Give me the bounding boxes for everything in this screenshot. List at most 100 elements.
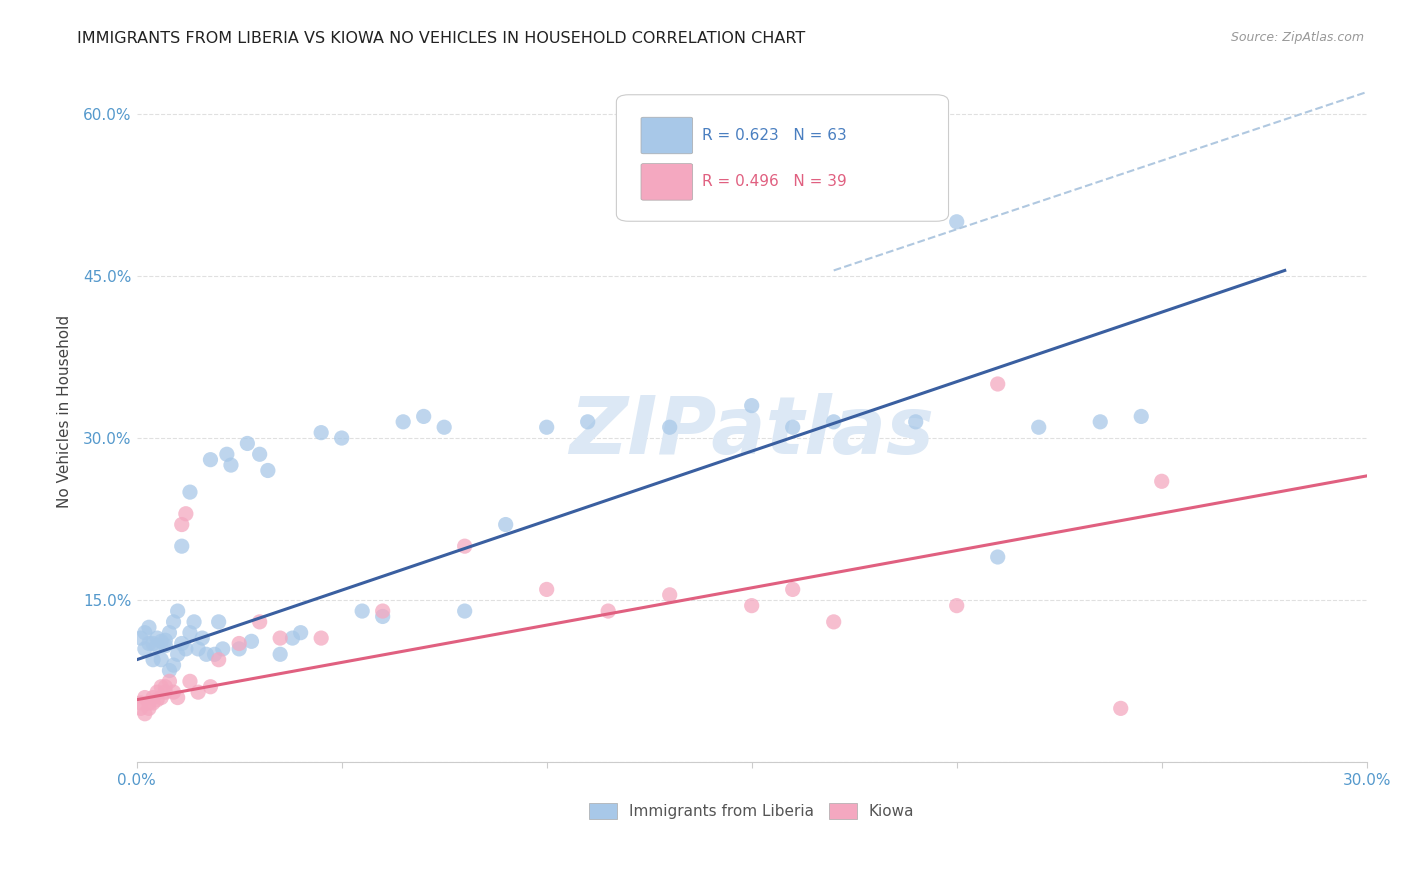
Point bbox=[495, 517, 517, 532]
Point bbox=[179, 625, 201, 640]
Point bbox=[309, 631, 332, 645]
Point bbox=[187, 685, 209, 699]
Y-axis label: No Vehicles in Household: No Vehicles in Household bbox=[58, 315, 72, 508]
Point bbox=[166, 604, 188, 618]
FancyBboxPatch shape bbox=[641, 163, 693, 200]
Point bbox=[166, 648, 188, 662]
Point bbox=[987, 376, 1010, 391]
Point bbox=[162, 658, 184, 673]
Point bbox=[782, 420, 804, 434]
Point bbox=[741, 599, 763, 613]
Text: Source: ZipAtlas.com: Source: ZipAtlas.com bbox=[1230, 31, 1364, 45]
Point bbox=[162, 615, 184, 629]
Point bbox=[228, 641, 250, 656]
Point bbox=[155, 685, 177, 699]
Point bbox=[269, 648, 291, 662]
Point bbox=[536, 420, 558, 434]
Point bbox=[658, 420, 681, 434]
Text: R = 0.623   N = 63: R = 0.623 N = 63 bbox=[703, 128, 848, 143]
Point bbox=[200, 680, 222, 694]
Point bbox=[159, 625, 181, 640]
Point bbox=[330, 431, 353, 445]
Point bbox=[174, 641, 197, 656]
Point bbox=[155, 680, 177, 694]
Point bbox=[823, 615, 845, 629]
Text: R = 0.496   N = 39: R = 0.496 N = 39 bbox=[703, 175, 848, 189]
Point bbox=[658, 588, 681, 602]
Point bbox=[236, 436, 259, 450]
Point bbox=[187, 641, 209, 656]
Point bbox=[134, 690, 156, 705]
Point bbox=[179, 674, 201, 689]
Point bbox=[146, 692, 169, 706]
Point bbox=[1028, 420, 1050, 434]
Point bbox=[138, 696, 160, 710]
Point bbox=[598, 604, 620, 618]
Point bbox=[138, 701, 160, 715]
Point bbox=[240, 634, 263, 648]
Point bbox=[987, 549, 1010, 564]
Point bbox=[138, 636, 160, 650]
Point bbox=[1150, 475, 1173, 489]
Point bbox=[134, 625, 156, 640]
Point bbox=[257, 463, 280, 477]
Point bbox=[453, 539, 475, 553]
Point bbox=[183, 615, 205, 629]
Point bbox=[179, 485, 201, 500]
Point bbox=[142, 690, 165, 705]
Point bbox=[150, 634, 173, 648]
Point bbox=[433, 420, 456, 434]
Point bbox=[453, 604, 475, 618]
Legend: Immigrants from Liberia, Kiowa: Immigrants from Liberia, Kiowa bbox=[583, 797, 921, 825]
Point bbox=[269, 631, 291, 645]
Point bbox=[249, 447, 271, 461]
Point bbox=[159, 664, 181, 678]
Text: ZIPatlas: ZIPatlas bbox=[569, 393, 934, 471]
Point bbox=[170, 517, 193, 532]
Point bbox=[309, 425, 332, 440]
Point bbox=[162, 685, 184, 699]
Point bbox=[200, 452, 222, 467]
Point bbox=[129, 631, 152, 645]
Point bbox=[371, 609, 394, 624]
Point bbox=[782, 582, 804, 597]
Point bbox=[150, 653, 173, 667]
Point bbox=[945, 599, 967, 613]
Point bbox=[823, 415, 845, 429]
Point bbox=[371, 604, 394, 618]
Point bbox=[945, 215, 967, 229]
Point bbox=[215, 447, 238, 461]
Point bbox=[166, 690, 188, 705]
Point bbox=[129, 701, 152, 715]
Point bbox=[281, 631, 304, 645]
FancyBboxPatch shape bbox=[616, 95, 949, 221]
Point bbox=[1130, 409, 1153, 424]
Point bbox=[191, 631, 214, 645]
Point bbox=[219, 458, 242, 472]
FancyBboxPatch shape bbox=[641, 117, 693, 153]
Point bbox=[208, 653, 231, 667]
Point bbox=[412, 409, 434, 424]
Point bbox=[204, 648, 226, 662]
Point bbox=[134, 706, 156, 721]
Point bbox=[352, 604, 374, 618]
Point bbox=[159, 674, 181, 689]
Point bbox=[170, 636, 193, 650]
Point bbox=[142, 696, 165, 710]
Text: IMMIGRANTS FROM LIBERIA VS KIOWA NO VEHICLES IN HOUSEHOLD CORRELATION CHART: IMMIGRANTS FROM LIBERIA VS KIOWA NO VEHI… bbox=[77, 31, 806, 46]
Point bbox=[155, 633, 177, 648]
Point bbox=[146, 639, 169, 653]
Point bbox=[142, 653, 165, 667]
Point bbox=[211, 641, 233, 656]
Point bbox=[146, 685, 169, 699]
Point bbox=[134, 641, 156, 656]
Point bbox=[155, 639, 177, 653]
Point bbox=[228, 636, 250, 650]
Point bbox=[142, 636, 165, 650]
Point bbox=[536, 582, 558, 597]
Point bbox=[1109, 701, 1132, 715]
Point bbox=[150, 680, 173, 694]
Point bbox=[170, 539, 193, 553]
Point bbox=[392, 415, 415, 429]
Point bbox=[174, 507, 197, 521]
